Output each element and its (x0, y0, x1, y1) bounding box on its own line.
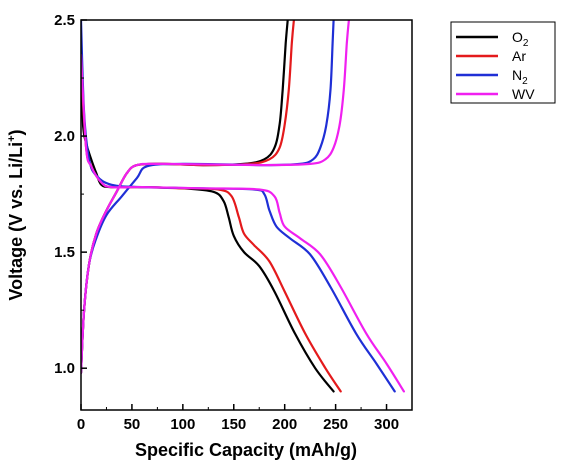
series-wv-discharge-line (81, 53, 405, 393)
legend-label-o2: O2 (512, 29, 529, 49)
y-axis-title: Voltage (V vs. Li/Li+) (6, 129, 26, 300)
x-tick-label: 100 (170, 416, 195, 433)
x-tick-label: 250 (323, 416, 348, 433)
legend-label-n2: N2 (512, 67, 528, 87)
legend-label-wv: WV (512, 86, 535, 102)
y-tick-label: 1.5 (54, 244, 75, 261)
x-axis-title: Specific Capacity (mAh/g) (135, 440, 357, 460)
x-axis: 0 50 100 150 200 250 300 (77, 404, 399, 433)
series-wv-charge-line (81, 20, 350, 374)
y-axis: 1.0 1.5 2.0 2.5 (54, 12, 87, 377)
x-tick-label: 150 (221, 416, 246, 433)
x-tick-label: 300 (374, 416, 399, 433)
x-tick-label: 0 (77, 416, 85, 433)
y-axis-title-end: ) (6, 129, 26, 135)
series-n2-discharge-line (81, 20, 396, 393)
series-o2-charge-line (81, 20, 289, 374)
y-tick-label: 2.0 (54, 128, 75, 145)
curves-layer (81, 20, 405, 393)
y-axis-title-main: Voltage (V vs. Li/Li (6, 142, 26, 301)
y-tick-label: 2.5 (54, 12, 75, 29)
series-n2-charge-line (81, 20, 335, 374)
y-axis-title-sup: + (6, 135, 18, 141)
x-tick-label: 50 (124, 416, 141, 433)
series-ar-discharge-line (81, 65, 342, 393)
y-tick-label: 1.0 (54, 360, 75, 377)
legend-label-ar: Ar (512, 48, 526, 64)
plot-frame (80, 19, 413, 411)
x-tick-label: 200 (272, 416, 297, 433)
series-o2-discharge-line (81, 65, 335, 393)
legend-box (450, 21, 556, 104)
